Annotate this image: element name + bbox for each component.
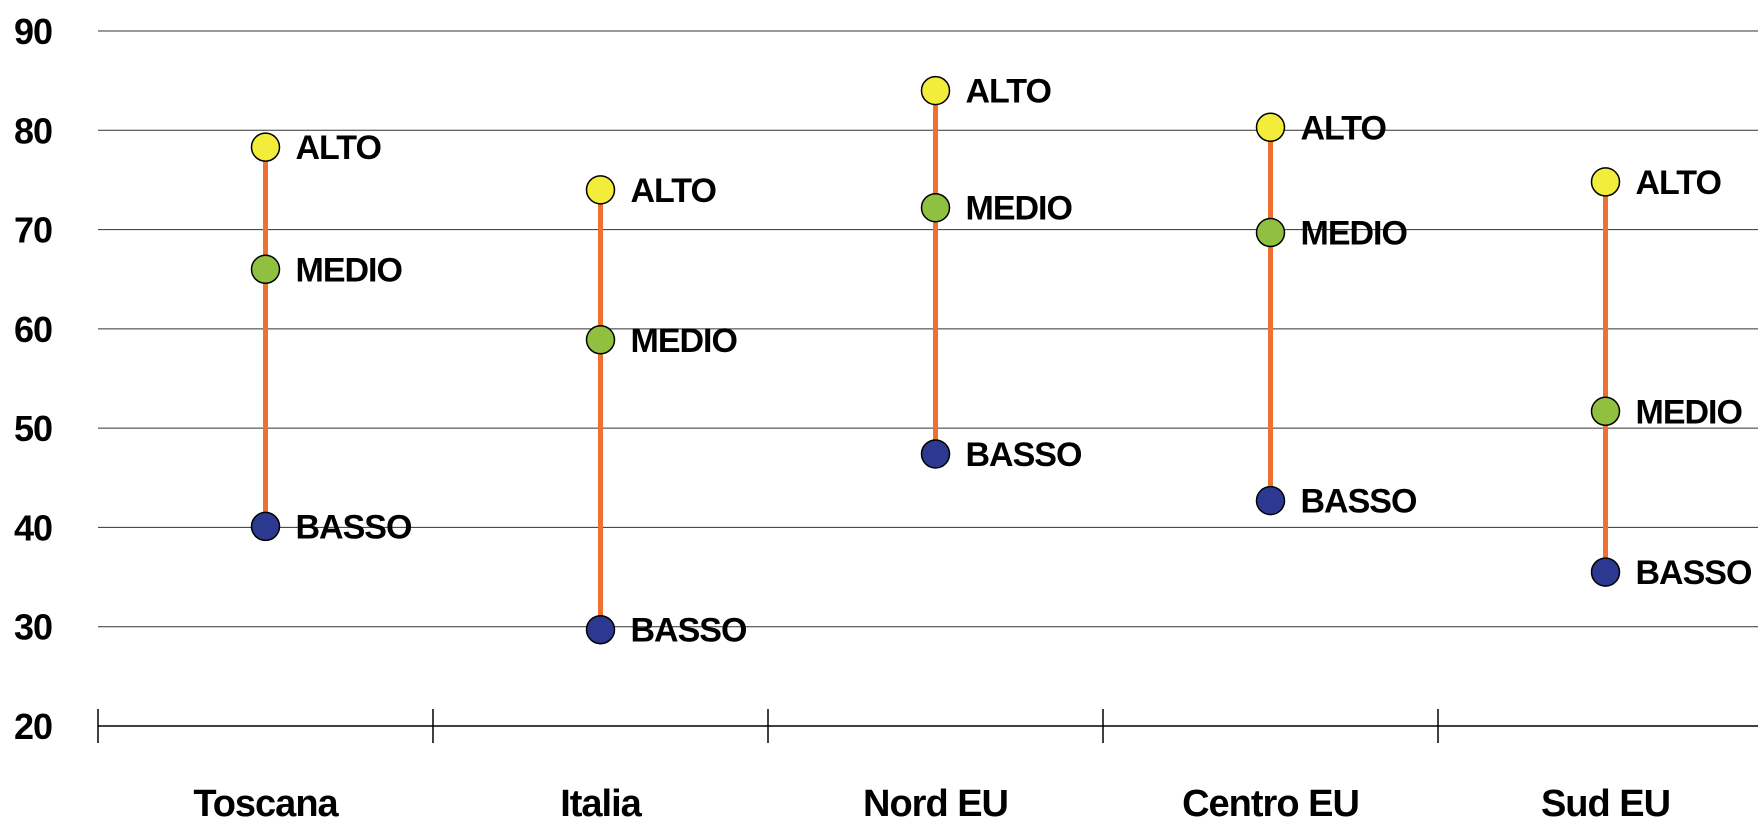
- gridlines: [98, 30, 1758, 628]
- x-tick-label-0: Toscana: [193, 783, 339, 822]
- data-label-medio-3: MEDIO: [1301, 215, 1408, 253]
- point-alto-0: [250, 132, 281, 162]
- data-label-alto-0: ALTO: [296, 129, 382, 167]
- point-basso-1: [585, 614, 616, 645]
- point-medio-2: [920, 192, 951, 223]
- range-lines: [263, 90, 1608, 630]
- point-alto-2: [920, 75, 951, 106]
- data-label-medio-1: MEDIO: [631, 322, 738, 360]
- point-alto-3: [1255, 112, 1286, 143]
- point-basso-3: [1255, 485, 1286, 516]
- point-basso-0: [250, 511, 281, 542]
- data-points: [250, 75, 1621, 645]
- data-label-alto-3: ALTO: [1301, 109, 1387, 147]
- x-axis: [97, 709, 1758, 743]
- data-labels: ALTO ALTO ALTO ALTO ALTO MEDIO MEDIO MEDIO MEDIO…: [296, 73, 1753, 650]
- x-tick-label-2: Nord EU: [863, 783, 1008, 822]
- y-tick-label-70: 70: [14, 210, 52, 251]
- data-label-basso-2: BASSO: [966, 436, 1082, 474]
- point-medio-4: [1590, 396, 1621, 427]
- data-label-medio-2: MEDIO: [966, 190, 1073, 228]
- data-label-basso-3: BASSO: [1301, 483, 1417, 521]
- point-medio-3: [1255, 217, 1286, 248]
- point-alto-1: [585, 175, 616, 205]
- y-tick-label-60: 60: [14, 309, 52, 350]
- data-label-basso-1: BASSO: [631, 612, 747, 650]
- point-medio-1: [585, 325, 616, 355]
- point-basso-2: [920, 439, 951, 469]
- data-label-alto-1: ALTO: [631, 172, 717, 210]
- data-label-basso-4: BASSO: [1636, 554, 1752, 592]
- y-tick-label-20: 20: [14, 706, 52, 747]
- x-tick-label-4: Sud EU: [1541, 783, 1670, 822]
- y-tick-label-30: 30: [14, 607, 52, 648]
- data-label-alto-2: ALTO: [966, 73, 1052, 111]
- x-tick-label-1: Italia: [560, 783, 642, 822]
- y-tick-label-50: 50: [14, 408, 52, 449]
- point-alto-4: [1590, 167, 1621, 197]
- y-tick-label-40: 40: [14, 507, 52, 548]
- y-axis-ticks: 20 30 40 50 60 70 80 90: [14, 11, 53, 747]
- data-label-medio-4: MEDIO: [1636, 393, 1743, 431]
- data-label-alto-4: ALTO: [1636, 164, 1722, 202]
- x-tick-label-3: Centro EU: [1182, 783, 1359, 822]
- y-tick-label-80: 80: [14, 110, 52, 151]
- data-label-medio-0: MEDIO: [296, 251, 403, 289]
- point-basso-4: [1590, 557, 1621, 587]
- data-label-basso-0: BASSO: [296, 508, 412, 546]
- point-medio-0: [250, 254, 281, 285]
- x-axis-ticks: Toscana Italia Nord EU Centro EU Sud EU: [193, 783, 1671, 822]
- y-tick-label-90: 90: [14, 11, 52, 52]
